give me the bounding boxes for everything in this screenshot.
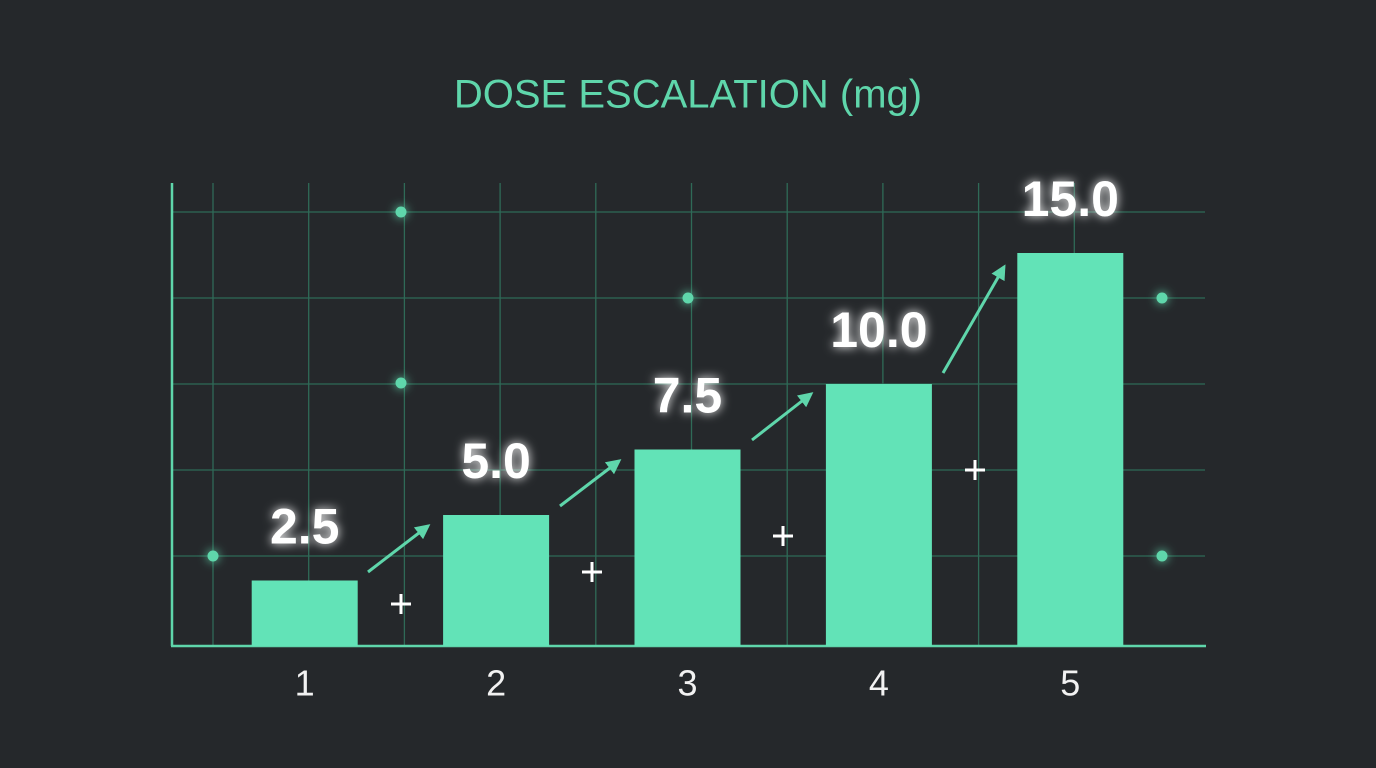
bar	[443, 515, 550, 646]
value-label: 5.0	[461, 433, 531, 489]
arrow	[751, 392, 814, 442]
bar	[251, 580, 358, 646]
value-label: 10.0	[830, 302, 927, 358]
arrow	[367, 524, 431, 574]
x-tick-label: 2	[486, 663, 506, 704]
value-label: 15.0	[1022, 171, 1119, 227]
x-tick-label: 4	[869, 663, 889, 704]
grid-dots	[207, 206, 1168, 562]
chart-title: DOSE ESCALATION (mg)	[454, 73, 922, 117]
arrow	[941, 264, 1006, 374]
x-tick-label: 1	[295, 663, 315, 704]
bar	[634, 449, 741, 646]
value-label: 2.5	[270, 499, 340, 555]
arrow	[559, 459, 622, 508]
value-label: 7.5	[653, 368, 723, 424]
plus-signs	[391, 460, 985, 614]
bar	[1017, 253, 1124, 646]
decorations	[207, 206, 1168, 614]
bar	[825, 384, 932, 646]
x-tick-label: 5	[1060, 663, 1080, 704]
x-tick-label: 3	[677, 663, 697, 704]
